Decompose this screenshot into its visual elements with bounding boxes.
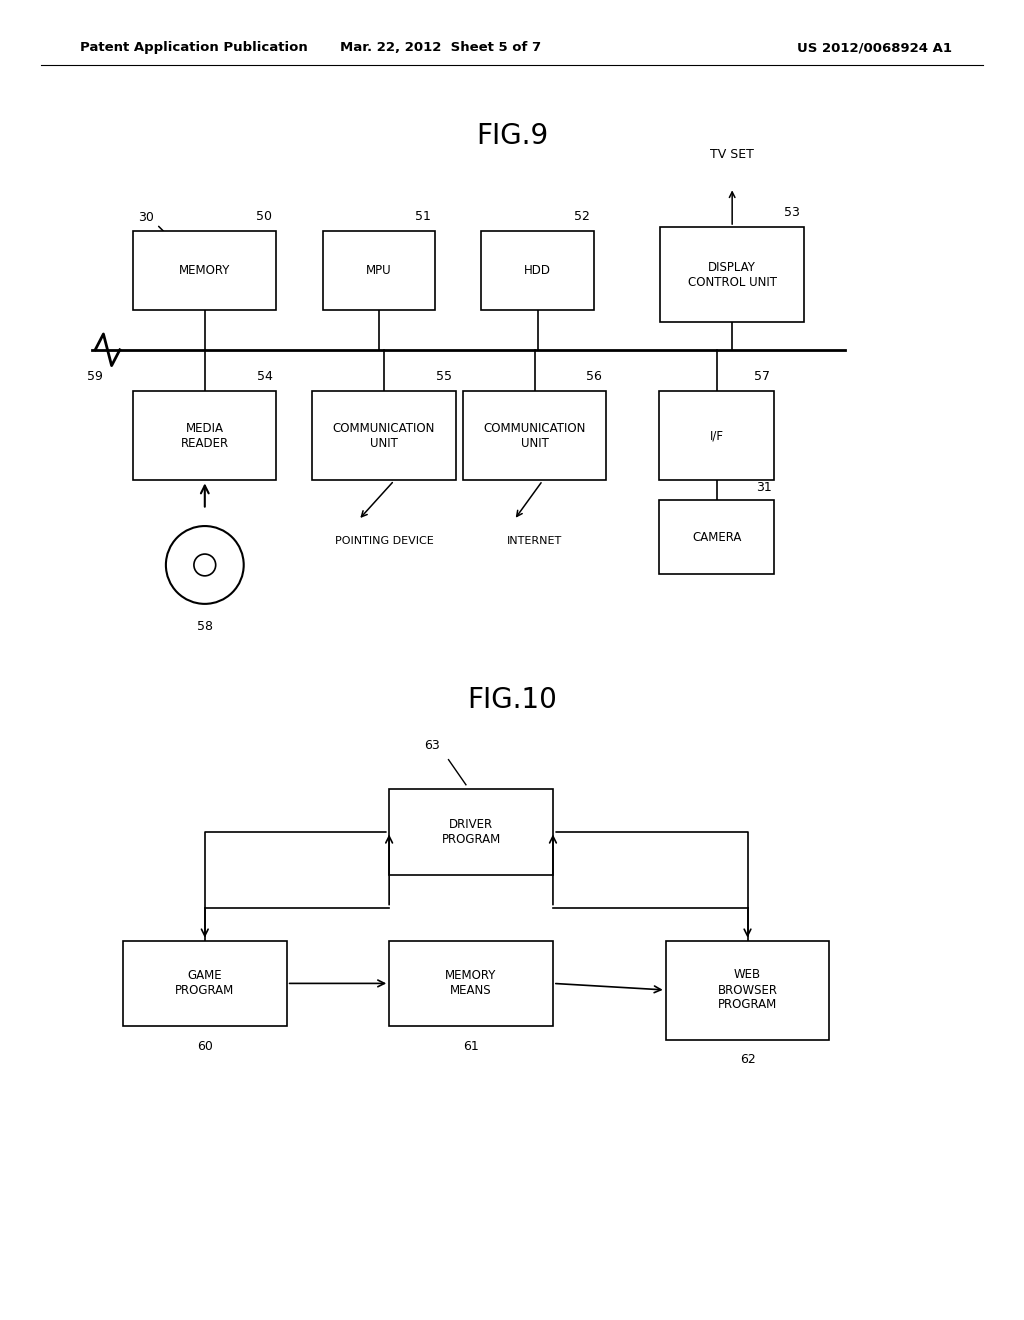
Text: COMMUNICATION
UNIT: COMMUNICATION UNIT	[333, 421, 435, 450]
Text: COMMUNICATION
UNIT: COMMUNICATION UNIT	[483, 421, 586, 450]
Text: 62: 62	[739, 1053, 756, 1065]
Text: MEMORY
MEANS: MEMORY MEANS	[445, 969, 497, 998]
Ellipse shape	[194, 554, 216, 576]
Bar	[123, 940, 287, 1027]
Text: 56: 56	[586, 370, 602, 383]
Text: Mar. 22, 2012  Sheet 5 of 7: Mar. 22, 2012 Sheet 5 of 7	[340, 41, 541, 54]
Text: 63: 63	[425, 739, 440, 752]
Text: POINTING DEVICE: POINTING DEVICE	[335, 536, 433, 546]
Text: MEMORY: MEMORY	[179, 264, 230, 277]
Bar	[389, 940, 553, 1027]
Text: 31: 31	[757, 480, 772, 494]
Text: CAMERA: CAMERA	[692, 531, 741, 544]
Text: MPU: MPU	[366, 264, 392, 277]
Ellipse shape	[166, 527, 244, 603]
Text: I/F: I/F	[710, 429, 724, 442]
Bar	[312, 391, 456, 480]
Text: 54: 54	[256, 370, 272, 383]
Text: 61: 61	[463, 1040, 479, 1052]
Text: TV SET: TV SET	[711, 148, 754, 161]
Bar	[659, 391, 774, 480]
Text: 59: 59	[87, 370, 103, 383]
Bar	[659, 500, 774, 574]
Text: INTERNET: INTERNET	[507, 536, 562, 546]
Text: 53: 53	[783, 206, 800, 219]
Bar	[133, 391, 276, 480]
Text: 60: 60	[197, 1040, 213, 1052]
Text: HDD: HDD	[524, 264, 551, 277]
Bar	[323, 231, 435, 310]
Text: MEDIA
READER: MEDIA READER	[181, 421, 228, 450]
Bar	[463, 391, 606, 480]
Text: US 2012/0068924 A1: US 2012/0068924 A1	[798, 41, 952, 54]
Text: DRIVER
PROGRAM: DRIVER PROGRAM	[441, 817, 501, 846]
Text: 51: 51	[415, 210, 431, 223]
Text: 30: 30	[138, 211, 155, 224]
Text: 52: 52	[573, 210, 590, 223]
Text: DISPLAY
CONTROL UNIT: DISPLAY CONTROL UNIT	[688, 260, 776, 289]
Bar	[666, 940, 829, 1040]
Bar	[481, 231, 594, 310]
Text: 50: 50	[256, 210, 272, 223]
Text: FIG.9: FIG.9	[476, 121, 548, 150]
Text: 55: 55	[435, 370, 452, 383]
Text: 57: 57	[754, 370, 770, 383]
Text: FIG.10: FIG.10	[467, 685, 557, 714]
Text: Patent Application Publication: Patent Application Publication	[80, 41, 307, 54]
Bar	[389, 788, 553, 874]
Text: GAME
PROGRAM: GAME PROGRAM	[175, 969, 234, 998]
Text: WEB
BROWSER
PROGRAM: WEB BROWSER PROGRAM	[718, 969, 777, 1011]
Bar	[133, 231, 276, 310]
Bar	[660, 227, 804, 322]
Text: 58: 58	[197, 619, 213, 632]
